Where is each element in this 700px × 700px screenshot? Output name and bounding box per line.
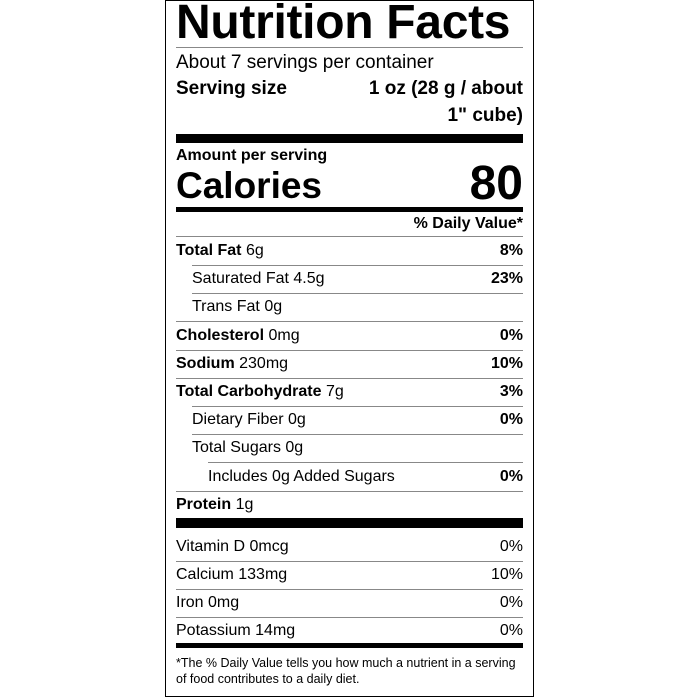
nutrient-amount: 6g xyxy=(245,242,264,259)
thick-divider xyxy=(176,134,523,143)
vitamin-daily-value: 0% xyxy=(499,538,523,555)
vitamin-daily-value: 0% xyxy=(499,622,523,639)
medium-divider xyxy=(176,643,523,648)
divider xyxy=(176,617,523,618)
nutrient-row: Total Fat 6g 8% xyxy=(176,237,523,265)
nutrient-row: Includes 0g Added Sugars 0% xyxy=(176,463,523,491)
nutrient-label: Protein 1g xyxy=(176,491,253,519)
vitamin-row: Iron 0mg 0% xyxy=(176,589,523,617)
label-title: Nutrition Facts xyxy=(176,0,511,49)
amount-per-serving: Amount per serving xyxy=(176,147,328,164)
nutrient-amount: 7g xyxy=(325,383,344,400)
divider xyxy=(192,265,523,266)
nutrient-label: Includes 0g Added Sugars xyxy=(176,463,395,491)
divider xyxy=(208,462,523,464)
thick-divider xyxy=(176,518,523,528)
vitamin-row: Vitamin D 0mcg 0% xyxy=(176,533,523,561)
nutrient-row: Sodium 230mg 10% xyxy=(176,350,523,378)
nutrient-label: Total Fat 6g xyxy=(176,237,264,265)
nutrient-label: Total Carbohydrate 7g xyxy=(176,378,344,406)
divider xyxy=(176,321,523,323)
divider xyxy=(176,349,523,351)
nutrient-name: Dietary Fiber xyxy=(192,411,284,429)
vitamin-name: Calcium xyxy=(176,566,234,583)
nutrient-name: Total Sugars xyxy=(192,439,281,457)
serving-size-value-line1: 1 oz (28 g / about xyxy=(368,78,523,99)
nutrient-amount: 0g xyxy=(288,411,306,429)
vitamin-amount: 0mcg xyxy=(249,538,289,555)
nutrient-name: Total Carbohydrate xyxy=(176,383,322,400)
nutrient-daily-value: 0% xyxy=(499,411,523,429)
nutrient-row: Cholesterol 0mg 0% xyxy=(176,322,523,350)
nutrient-name: Trans Fat xyxy=(192,298,260,316)
nutrient-daily-value: 0% xyxy=(499,326,523,344)
nutrient-amount: 230mg xyxy=(239,354,289,372)
nutrient-name: Saturated Fat xyxy=(192,270,289,288)
nutrient-amount: 0g xyxy=(264,298,283,316)
nutrient-row: Total Carbohydrate 7g 3% xyxy=(176,378,523,406)
vitamin-name: Potassium xyxy=(176,622,251,639)
nutrient-amount: 1g xyxy=(235,495,254,513)
nutrient-amount: 4.5g xyxy=(293,270,325,288)
vitamin-amount: 133mg xyxy=(238,566,288,583)
serving-size-label: Serving size xyxy=(176,78,287,99)
nutrient-daily-value: 8% xyxy=(499,242,523,259)
medium-divider xyxy=(176,207,523,212)
divider xyxy=(192,406,523,407)
nutrient-name: Protein xyxy=(176,495,232,513)
nutrient-amount: 0mg xyxy=(268,326,300,344)
divider xyxy=(192,293,523,295)
nutrient-daily-value: 23% xyxy=(490,270,523,288)
divider xyxy=(192,434,523,436)
calories-value: 80 xyxy=(469,157,523,210)
divider xyxy=(176,589,523,590)
nutrient-label: Total Sugars 0g xyxy=(176,434,303,462)
vitamin-label: Vitamin D 0mcg xyxy=(176,533,289,561)
nutrient-row: Total Sugars 0g xyxy=(176,434,523,462)
nutrient-name: Sodium xyxy=(176,354,235,372)
calories-label: Calories xyxy=(176,165,323,206)
nutrient-row: Trans Fat 0g xyxy=(176,293,523,321)
divider xyxy=(176,377,523,379)
nutrient-daily-value: 3% xyxy=(499,383,523,400)
nutrient-name: Includes 0g Added Sugars xyxy=(208,467,395,485)
divider xyxy=(176,236,523,237)
nutrient-daily-value: 10% xyxy=(490,354,523,372)
vitamin-amount: 14mg xyxy=(255,622,296,639)
serving-size-value-line2: 1" cube) xyxy=(447,105,523,126)
vitamin-row: Potassium 14mg 0% xyxy=(176,617,523,645)
vitamin-amount: 0mg xyxy=(208,594,240,611)
nutrient-label: Saturated Fat 4.5g xyxy=(176,265,325,293)
nutrient-name: Total Fat xyxy=(176,242,242,259)
vitamin-name: Vitamin D xyxy=(176,538,246,555)
daily-value-header: % Daily Value* xyxy=(413,215,523,232)
vitamin-name: Iron xyxy=(176,594,204,611)
nutrient-row: Dietary Fiber 0g 0% xyxy=(176,406,523,434)
nutrient-label: Trans Fat 0g xyxy=(176,293,282,321)
footnote: *The % Daily Value tells you how much a … xyxy=(176,656,516,686)
divider xyxy=(176,561,523,562)
servings-per-container: About 7 servings per container xyxy=(176,52,434,73)
divider xyxy=(176,490,523,492)
vitamin-label: Potassium 14mg xyxy=(176,617,295,645)
nutrient-daily-value: 0% xyxy=(499,467,523,485)
divider xyxy=(176,47,523,48)
nutrient-label: Sodium 230mg xyxy=(176,350,288,378)
nutrient-label: Dietary Fiber 0g xyxy=(176,406,306,434)
nutrient-row: Saturated Fat 4.5g 23% xyxy=(176,265,523,293)
nutrient-row: Protein 1g xyxy=(176,491,523,519)
vitamin-daily-value: 10% xyxy=(490,566,523,583)
nutrient-amount: 0g xyxy=(285,439,304,457)
nutrient-name: Cholesterol xyxy=(176,326,265,344)
vitamin-label: Calcium 133mg xyxy=(176,561,287,589)
vitamin-label: Iron 0mg xyxy=(176,589,239,617)
nutrient-label: Cholesterol 0mg xyxy=(176,322,300,350)
vitamin-row: Calcium 133mg 10% xyxy=(176,561,523,589)
vitamin-daily-value: 0% xyxy=(499,594,523,611)
nutrition-facts-label: Nutrition Facts About 7 servings per con… xyxy=(165,0,534,697)
